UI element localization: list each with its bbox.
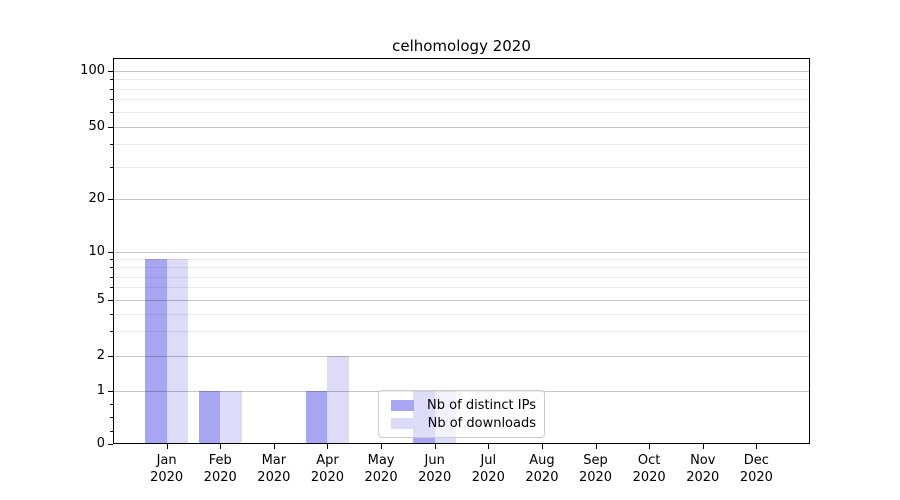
plot-area bbox=[113, 58, 810, 444]
y-gridline-major bbox=[113, 356, 810, 357]
y-tick-label: 100 bbox=[80, 62, 105, 78]
y-gridline-major bbox=[113, 126, 810, 128]
y-gridline-major bbox=[113, 198, 810, 200]
x-tick-label: Apr 2020 bbox=[310, 453, 344, 485]
y-tick-mark-minor bbox=[110, 417, 113, 419]
x-tick-label: Feb 2020 bbox=[203, 453, 237, 485]
x-tick-label: May 2020 bbox=[364, 453, 398, 485]
x-tick-mark bbox=[756, 444, 758, 449]
y-tick-label: 20 bbox=[88, 190, 105, 206]
y-gridline-minor bbox=[113, 166, 810, 168]
x-tick-label: Aug 2020 bbox=[525, 453, 559, 485]
y-tick-mark bbox=[108, 390, 113, 392]
x-tick-mark bbox=[649, 444, 651, 449]
y-tick-mark-minor bbox=[110, 166, 113, 168]
y-tick-mark bbox=[108, 252, 113, 253]
x-tick-label: Mar 2020 bbox=[257, 453, 291, 485]
y-tick-mark-minor bbox=[110, 287, 113, 289]
x-tick-mark bbox=[381, 444, 383, 449]
bar-nb-of-downloads-feb bbox=[220, 390, 242, 444]
legend-item-distinct-ips: Nb of distinct IPs bbox=[387, 397, 536, 413]
y-tick-mark-minor bbox=[110, 276, 113, 278]
bar-nb-of-downloads-apr bbox=[327, 356, 349, 444]
y-tick-mark bbox=[108, 70, 113, 72]
legend-swatch-distinct-ips bbox=[391, 399, 415, 411]
x-tick-label: Jul 2020 bbox=[471, 453, 505, 485]
y-tick-label: 50 bbox=[88, 118, 105, 134]
y-tick-mark-minor bbox=[110, 331, 113, 333]
x-tick-label: Dec 2020 bbox=[739, 453, 773, 485]
y-gridline-minor bbox=[113, 287, 810, 289]
chart-title: celhomology 2020 bbox=[392, 37, 531, 55]
y-gridline-minor bbox=[113, 144, 810, 146]
x-tick-label: Jun 2020 bbox=[418, 453, 452, 485]
y-gridline-major bbox=[113, 252, 810, 253]
y-gridline-minor bbox=[113, 111, 810, 113]
y-tick-label: 5 bbox=[96, 292, 105, 307]
y-gridline-major bbox=[113, 70, 810, 72]
bar-nb-of-distinct-ips-jan bbox=[145, 259, 167, 444]
x-tick-label: Sep 2020 bbox=[578, 453, 613, 485]
y-gridline-major bbox=[113, 300, 810, 301]
x-tick-mark bbox=[595, 444, 597, 449]
y-tick-mark-minor bbox=[110, 79, 113, 80]
y-tick-mark-minor bbox=[110, 88, 113, 90]
x-tick-mark bbox=[488, 444, 490, 449]
y-tick-mark-minor bbox=[110, 259, 113, 261]
y-tick-mark-minor bbox=[110, 111, 113, 113]
y-gridline-minor bbox=[113, 313, 810, 315]
bar-nb-of-downloads-jan bbox=[166, 259, 189, 444]
y-gridline-minor bbox=[113, 259, 810, 261]
y-gridline-minor bbox=[113, 99, 810, 101]
y-tick-mark bbox=[108, 300, 113, 301]
y-tick-label: 10 bbox=[88, 244, 105, 259]
y-tick-mark bbox=[108, 356, 113, 357]
y-gridline-minor bbox=[113, 79, 810, 80]
y-tick-mark-minor bbox=[110, 403, 113, 405]
y-tick-mark bbox=[108, 198, 113, 200]
x-tick-mark bbox=[220, 444, 222, 449]
y-tick-mark bbox=[108, 444, 113, 445]
x-tick-label: Jan 2020 bbox=[150, 453, 184, 485]
legend-swatch-downloads bbox=[391, 417, 415, 429]
y-tick-label: 0 bbox=[96, 436, 105, 451]
legend-item-downloads: Nb of downloads bbox=[387, 415, 536, 431]
x-tick-mark bbox=[541, 444, 543, 449]
y-tick-mark-minor bbox=[110, 144, 113, 146]
y-tick-mark-minor bbox=[110, 313, 113, 315]
x-tick-mark bbox=[273, 444, 275, 449]
legend-label-distinct-ips: Nb of distinct IPs bbox=[427, 397, 536, 413]
y-gridline-minor bbox=[113, 88, 810, 90]
y-tick-mark-minor bbox=[110, 430, 113, 432]
bar-nb-of-distinct-ips-apr bbox=[305, 390, 328, 444]
y-tick-label: 2 bbox=[96, 348, 105, 363]
y-tick-mark bbox=[108, 126, 113, 128]
y-gridline-minor bbox=[113, 331, 810, 333]
x-tick-label: Nov 2020 bbox=[686, 453, 720, 485]
x-tick-mark bbox=[702, 444, 704, 449]
y-gridline-minor bbox=[113, 267, 810, 269]
x-tick-mark bbox=[434, 444, 436, 449]
y-tick-mark-minor bbox=[110, 99, 113, 101]
legend: Nb of distinct IPs Nb of downloads bbox=[378, 390, 545, 438]
x-tick-mark bbox=[327, 444, 329, 449]
y-tick-label: 1 bbox=[96, 382, 105, 398]
legend-label-downloads: Nb of downloads bbox=[427, 415, 536, 431]
x-tick-mark bbox=[166, 444, 168, 449]
y-gridline-minor bbox=[113, 276, 810, 278]
y-tick-mark-minor bbox=[110, 267, 113, 269]
bar-nb-of-distinct-ips-feb bbox=[198, 390, 221, 444]
x-tick-label: Oct 2020 bbox=[632, 453, 666, 485]
